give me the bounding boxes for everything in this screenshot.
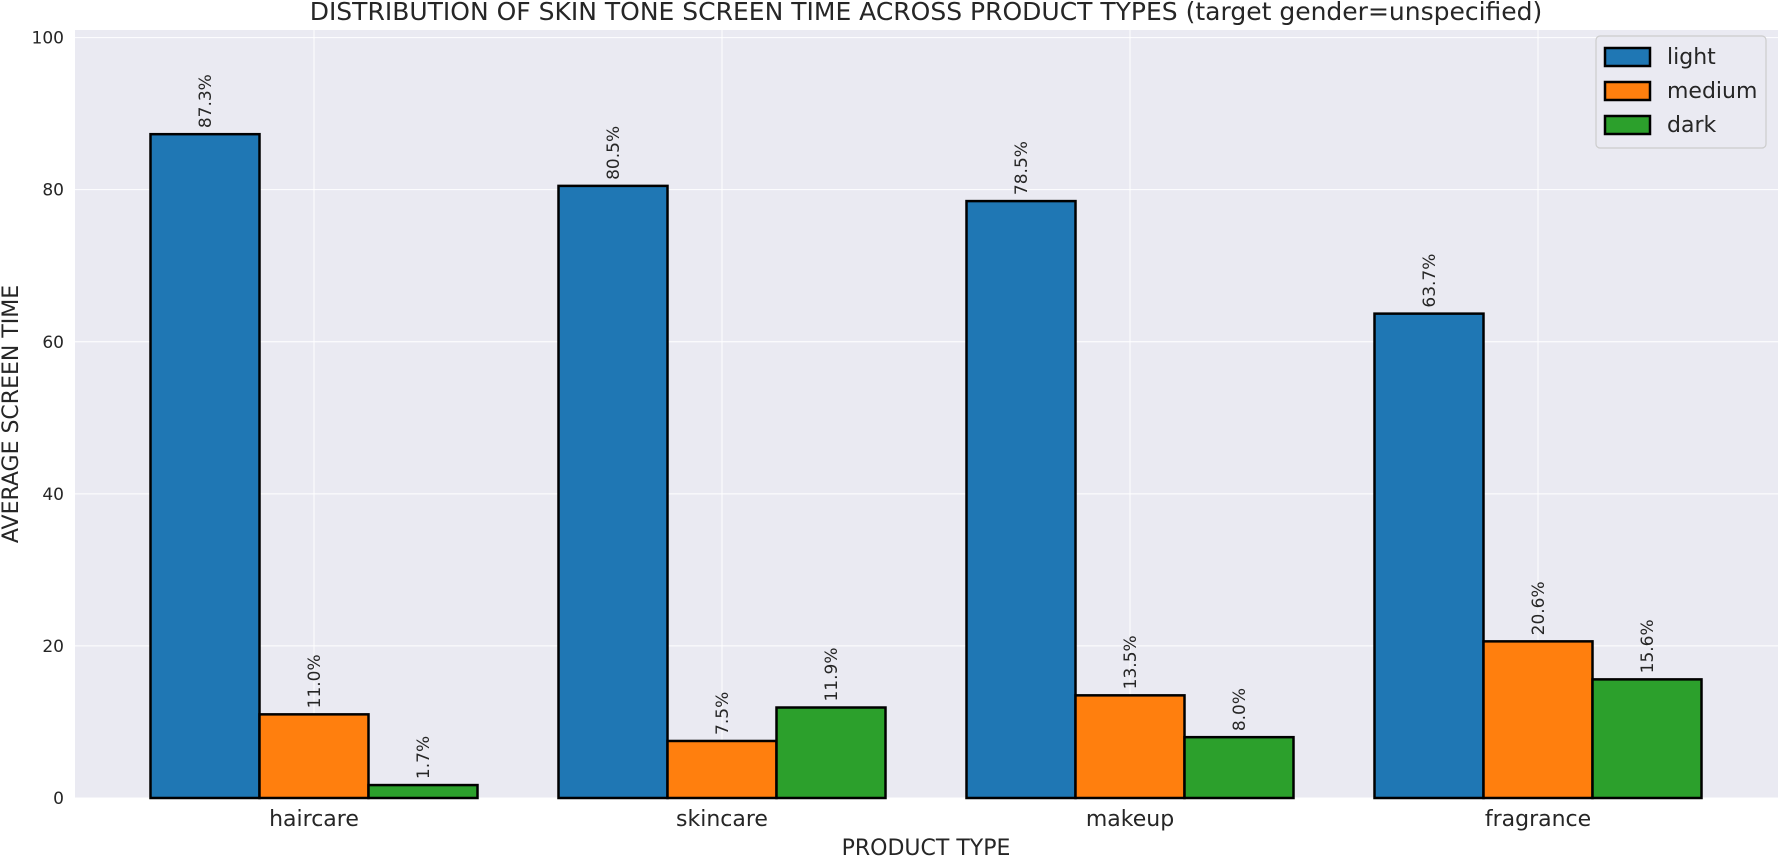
bar-medium-skincare (666, 739, 778, 800)
data-label: 11.9% (822, 647, 842, 701)
bar-light-makeup (965, 199, 1077, 800)
bar-dark-fragrance (1591, 678, 1703, 800)
bar-medium-fragrance (1482, 640, 1594, 800)
bar-medium-haircare (258, 713, 370, 800)
data-label: 15.6% (1638, 619, 1658, 673)
x-tick-label: skincare (676, 807, 768, 832)
x-tick-label: makeup (1086, 807, 1174, 832)
data-label: 78.5% (1012, 141, 1032, 195)
data-label: 1.7% (414, 736, 434, 779)
legend-label-medium: medium (1667, 79, 1757, 104)
y-tick-label: 100 (32, 29, 64, 49)
data-label: 11.0% (305, 654, 325, 708)
data-labels: 87.3% 11.0% 1.7% 80.5% 7.5% 11.9% 78.5% 13.5% 8.… (196, 74, 1658, 779)
legend-label-dark: dark (1667, 113, 1716, 138)
bar-dark-haircare (367, 783, 479, 800)
data-label: 7.5% (713, 692, 733, 735)
data-label: 80.5% (604, 126, 624, 180)
bar-dark-skincare (775, 706, 887, 800)
bar-light-skincare (557, 184, 669, 800)
y-axis-label: AVERAGE SCREEN TIME (0, 285, 24, 543)
y-tick-label: 0 (53, 789, 64, 809)
bar-medium-makeup (1074, 694, 1186, 800)
x-tick-label: fragrance (1485, 807, 1591, 832)
bar-light-haircare (149, 132, 261, 800)
y-axis-ticks: 0 20 40 60 80 100 (32, 29, 64, 809)
data-label: 13.5% (1121, 635, 1141, 689)
y-tick-label: 40 (42, 485, 64, 505)
bar-light-fragrance (1373, 312, 1485, 800)
legend-label-light: light (1667, 45, 1716, 70)
bars (149, 132, 1703, 800)
bar-dark-makeup (1183, 735, 1295, 800)
y-tick-label: 20 (42, 637, 64, 657)
chart-title: DISTRIBUTION OF SKIN TONE SCREEN TIME AC… (310, 0, 1543, 26)
x-axis-ticks: haircare skincare makeup fragrance (269, 807, 1591, 832)
legend-swatch-medium (1603, 80, 1652, 102)
legend-swatch-light (1603, 46, 1652, 68)
data-label: 20.6% (1529, 581, 1549, 635)
x-tick-label: haircare (269, 807, 359, 832)
data-label: 8.0% (1230, 688, 1250, 731)
data-label: 87.3% (196, 74, 216, 128)
data-label: 63.7% (1420, 254, 1440, 308)
y-tick-label: 60 (42, 333, 64, 353)
y-tick-label: 80 (42, 181, 64, 201)
x-axis-label: PRODUCT TYPE (842, 836, 1011, 859)
legend-swatch-dark (1603, 114, 1652, 136)
legend: light medium dark (1595, 35, 1767, 149)
